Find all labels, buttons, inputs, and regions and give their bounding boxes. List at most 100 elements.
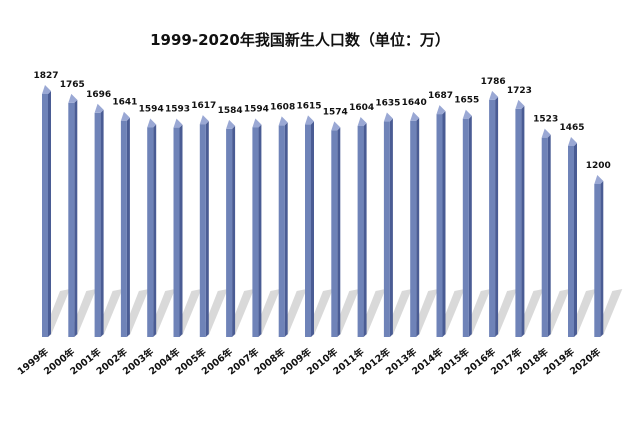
bar-top	[436, 105, 446, 115]
bar-side	[258, 124, 262, 337]
bar-top	[120, 111, 130, 121]
x-axis-labels: 1999年2000年2001年2002年2003年2004年2005年2006年…	[15, 346, 603, 378]
bar	[383, 112, 393, 337]
bar-side	[153, 124, 157, 337]
bar-side	[48, 91, 51, 337]
bar	[226, 119, 236, 337]
data-label: 1574	[323, 107, 348, 117]
bar	[42, 85, 51, 337]
bar-top	[568, 136, 577, 146]
data-label: 1593	[165, 105, 190, 115]
bar-side	[284, 122, 288, 337]
bar	[462, 109, 472, 337]
data-label: 1594	[244, 104, 269, 114]
data-label: 1617	[191, 101, 216, 111]
data-label: 1765	[60, 80, 85, 90]
bar-side	[468, 115, 472, 337]
bar-top	[305, 115, 314, 125]
data-label: 1594	[139, 104, 164, 114]
chart-title: 1999-2020年我国新生人口数（单位：万）	[150, 31, 450, 49]
bar-top	[331, 121, 341, 131]
data-label: 1615	[296, 101, 321, 111]
bar-top	[278, 116, 288, 126]
bar-top	[173, 118, 183, 128]
bar-side	[389, 118, 393, 337]
bar-front	[541, 137, 548, 337]
data-label: 1723	[507, 86, 532, 96]
bar-top	[226, 119, 236, 129]
bar	[147, 118, 157, 337]
bar	[120, 111, 130, 337]
bar-side	[205, 121, 209, 337]
bar-top	[515, 99, 525, 109]
bar-front	[383, 121, 390, 337]
data-label: 1687	[428, 91, 453, 101]
bar-top	[541, 128, 551, 138]
bar	[94, 103, 104, 337]
data-label: 1786	[481, 77, 506, 87]
bar-front	[305, 124, 311, 337]
bar-front	[568, 145, 574, 337]
bar-top	[462, 109, 472, 119]
bar-front	[252, 127, 259, 337]
bar-front	[410, 120, 417, 337]
bar-front	[94, 112, 101, 337]
data-label: 1608	[270, 102, 295, 112]
bar-top	[252, 118, 262, 128]
bar	[489, 90, 499, 338]
data-label: 1696	[86, 90, 111, 100]
bar	[252, 118, 262, 337]
bar	[568, 136, 577, 337]
bar-front	[120, 120, 127, 337]
bar-side	[600, 181, 604, 337]
bar-side	[74, 99, 78, 337]
bar-side	[232, 125, 236, 337]
bar-front	[147, 127, 154, 337]
data-label: 1604	[349, 103, 374, 113]
bar-top	[410, 111, 420, 121]
bar-front	[226, 128, 233, 337]
bar-front	[199, 124, 206, 337]
bar-front	[594, 184, 601, 337]
bar	[68, 93, 78, 337]
bar-side	[495, 96, 499, 338]
bar-top	[357, 117, 367, 127]
bar-front	[42, 94, 48, 337]
bar-side	[521, 105, 525, 338]
bar-top	[147, 118, 157, 128]
bar-front	[68, 102, 75, 337]
bar-side	[547, 134, 551, 337]
data-label: 1641	[112, 98, 137, 108]
data-label: 1584	[218, 106, 243, 116]
bar-top	[94, 103, 104, 113]
bar	[278, 116, 288, 337]
data-label: 1827	[33, 71, 58, 81]
bar	[594, 175, 604, 337]
bar-side	[337, 127, 341, 337]
data-label: 1523	[533, 115, 558, 125]
bar-front	[278, 125, 285, 337]
data-label: 1465	[559, 123, 584, 133]
data-label: 1635	[375, 99, 400, 109]
bar-top	[594, 175, 604, 184]
bar-top	[489, 90, 499, 100]
bar-side	[126, 117, 130, 337]
bar	[173, 118, 183, 337]
bar	[436, 105, 446, 337]
bar-side	[363, 123, 367, 337]
bar-top	[68, 93, 78, 103]
data-label: 1640	[402, 98, 427, 108]
bar	[357, 117, 367, 337]
bar-side	[179, 124, 183, 337]
bar-front	[173, 127, 180, 337]
data-label: 1655	[454, 96, 479, 106]
bar	[410, 111, 420, 337]
bar-top	[42, 85, 51, 94]
bar-side	[100, 109, 104, 337]
bars	[42, 85, 604, 338]
bar-side	[311, 121, 314, 337]
bar-front	[462, 118, 469, 337]
